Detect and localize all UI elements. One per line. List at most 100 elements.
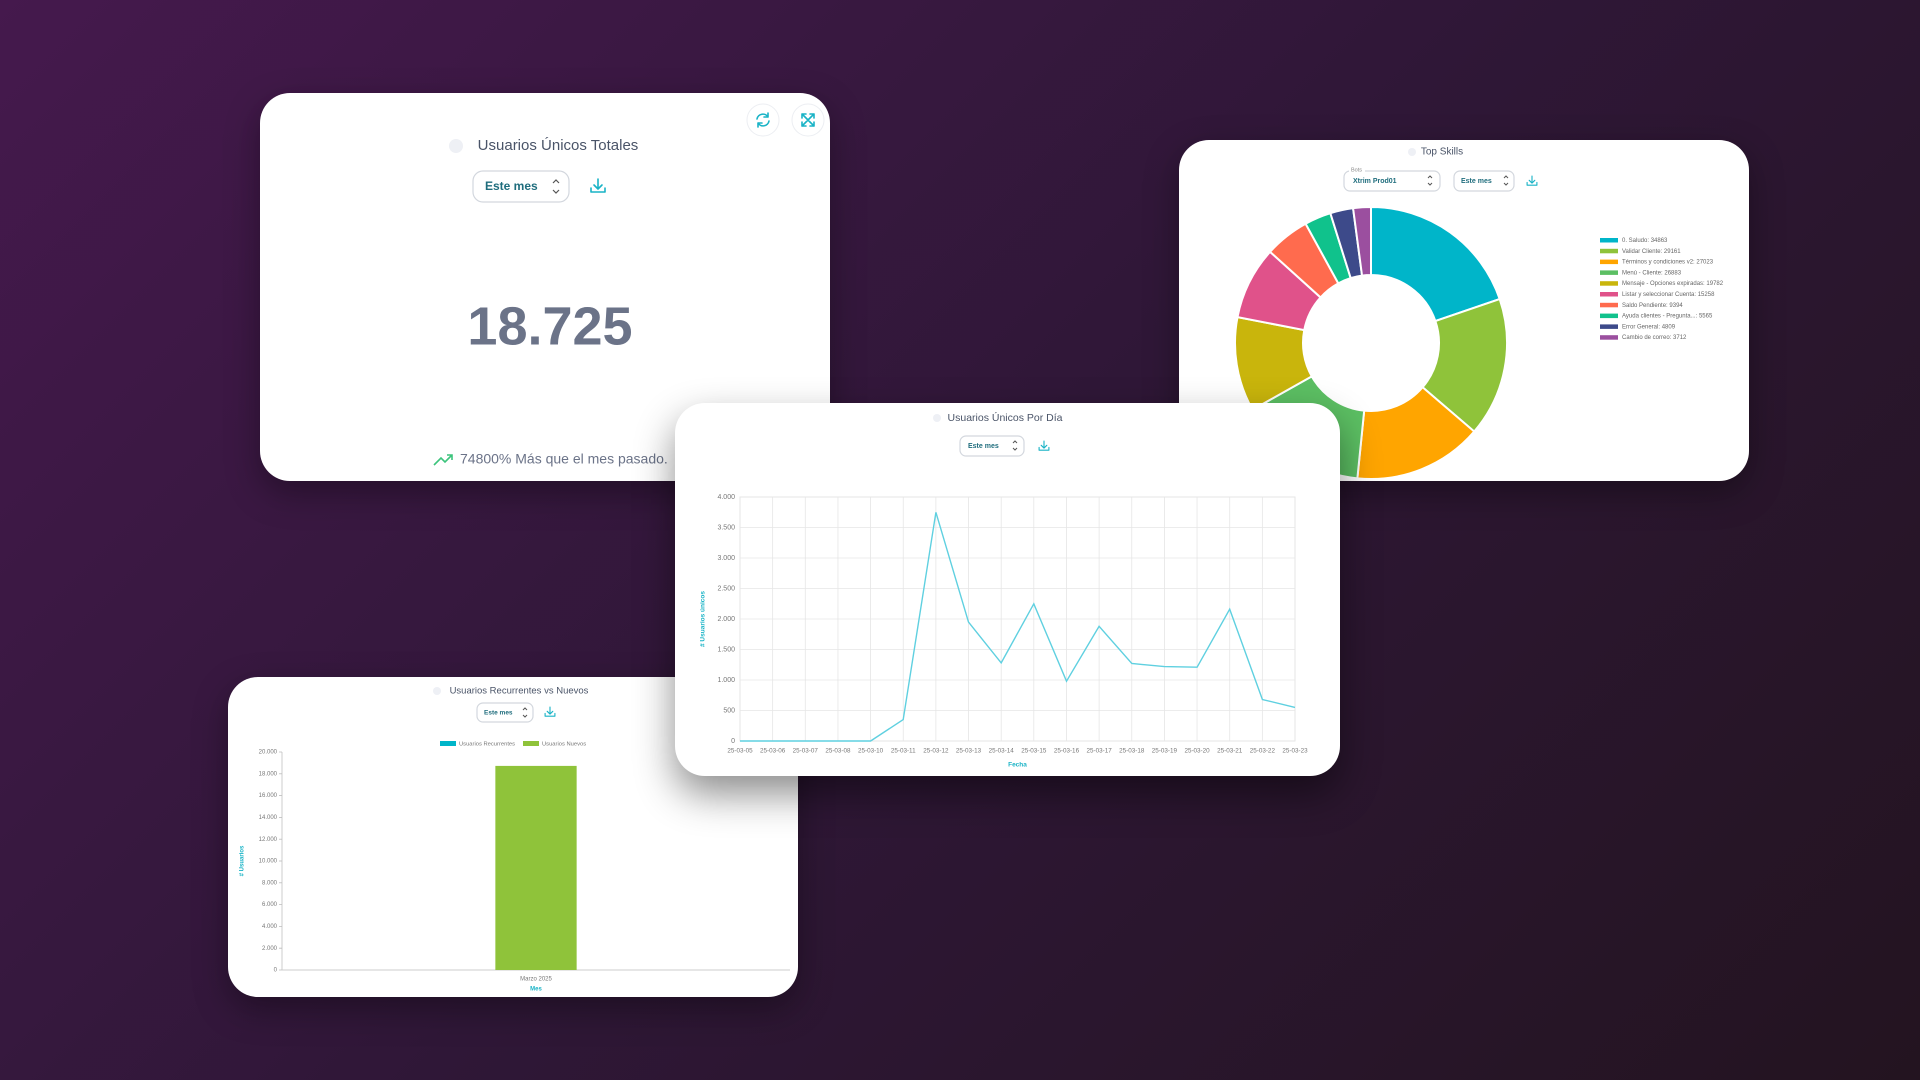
trend-icon (433, 454, 453, 466)
download-button[interactable] (1526, 175, 1538, 186)
dropdown-text: Xtrim Prod01 (1353, 178, 1397, 185)
download-button[interactable] (544, 706, 556, 717)
dropdown-text: Este mes (484, 710, 513, 717)
x-tick-label: 25-03-06 (760, 748, 786, 755)
legend-separator: : (1693, 259, 1696, 265)
comparison-text: 74800% Más que el mes pasado. (460, 451, 668, 467)
x-tick-label: Marzo 2025 (520, 977, 552, 983)
expand-button[interactable] (791, 103, 825, 137)
y-tick-label: 0 (274, 968, 278, 974)
x-tick-label: 25-03-11 (891, 748, 916, 755)
y-tick-label: 1.500 (717, 646, 735, 653)
period-dropdown[interactable]: Este mes (959, 435, 1025, 457)
y-tick-label: 2.000 (717, 616, 735, 623)
y-tick-label: 16.000 (259, 793, 278, 799)
legend-entry: Mensaje - Opciones expiradas: 19782 (1622, 281, 1724, 287)
x-tick-label: 25-03-16 (1054, 748, 1080, 755)
legend-name: Mensaje - Opciones expiradas (1622, 281, 1703, 287)
x-tick-label: 25-03-19 (1152, 748, 1178, 755)
y-tick-label: 12.000 (259, 837, 278, 843)
legend-swatch (1600, 335, 1618, 340)
legend-entry: Ayuda clientes - Pregunta...: 5565 (1622, 313, 1713, 319)
legend-value: 19782 (1706, 281, 1723, 287)
x-tick-label: 25-03-20 (1184, 748, 1210, 755)
legend-swatch (1600, 259, 1618, 265)
legend-separator: : (1658, 324, 1661, 330)
legend-value: 26883 (1664, 270, 1681, 276)
help-icon[interactable] (933, 414, 941, 422)
y-tick-label: 3.000 (717, 555, 735, 562)
y-tick-label: 2.000 (262, 946, 278, 952)
legend-swatch (523, 741, 539, 746)
y-axis-label: # Usuarios únicos (700, 591, 707, 647)
download-button[interactable] (1038, 440, 1050, 451)
legend-name: 0. Saludo (1622, 238, 1648, 244)
y-tick-label: 2.500 (717, 585, 735, 592)
legend-name: Listar y seleccionar Cuenta (1622, 292, 1695, 298)
legend-separator: : (1661, 270, 1664, 276)
legend-value: 5565 (1699, 313, 1713, 319)
dropdown-text: Este mes (968, 443, 999, 450)
x-tick-label: 25-03-12 (923, 748, 949, 755)
legend-swatch (1600, 238, 1618, 243)
help-icon[interactable] (449, 139, 463, 153)
card-title: Top Skills (1421, 147, 1463, 158)
legend-swatch (1600, 324, 1618, 329)
y-tick-label: 3.500 (717, 524, 735, 531)
legend-value: 9394 (1669, 302, 1683, 308)
y-tick-label: 6.000 (262, 902, 278, 908)
dropdown-text: Este mes (485, 179, 538, 193)
y-tick-label: 1.000 (717, 677, 735, 684)
y-tick-label: 0 (731, 738, 735, 745)
y-tick-label: 8.000 (262, 880, 278, 886)
help-icon[interactable] (433, 687, 441, 695)
bot-dropdown[interactable]: Bots Xtrim Prod01 (1343, 167, 1441, 192)
legend-swatch (1600, 313, 1618, 319)
refresh-button[interactable] (746, 103, 780, 137)
card-title: Usuarios Recurrentes vs Nuevos (450, 686, 589, 697)
y-tick-label: 20.000 (259, 750, 278, 756)
line-svg: Usuarios Únicos Por Día Este mes 0 500 1.0… (700, 411, 1308, 769)
legend-entry: Error General: 4809 (1622, 324, 1676, 330)
pie-slice (1370, 205, 1501, 323)
legend-name: Ayuda clientes - Pregunta... (1622, 313, 1696, 319)
bar (495, 765, 577, 970)
y-axis-label: # Usuarios (240, 845, 246, 876)
period-dropdown[interactable]: Este mes (1453, 170, 1515, 192)
period-dropdown[interactable]: Este mes (476, 702, 534, 723)
x-tick-label: 25-03-23 (1282, 748, 1308, 755)
legend-separator: : (1694, 292, 1697, 298)
x-tick-label: 25-03-13 (956, 748, 982, 755)
kpi-value: 18.725 (467, 296, 632, 356)
card-title: Usuarios Únicos Por Día (948, 411, 1063, 424)
legend-entry: Términos y condiciones v2: 27023 (1622, 259, 1714, 265)
period-dropdown[interactable]: Este mes (472, 170, 570, 203)
legend-swatch (1600, 248, 1618, 254)
legend-entry: Validar Cliente: 29161 (1622, 248, 1681, 254)
kpi-card: Usuarios Únicos Totales Este mes 18.725 … (260, 93, 830, 481)
kpi-svg: Usuarios Únicos Totales Este mes 18.725 … (433, 103, 825, 467)
x-tick-label: 25-03-08 (825, 748, 851, 755)
x-axis-label: Mes (530, 987, 542, 993)
y-tick-label: 14.000 (259, 815, 278, 821)
y-tick-label: 18.000 (259, 771, 278, 777)
legend-swatch (1600, 270, 1618, 275)
legend-entry: Menú - Cliente: 26883 (1622, 270, 1682, 276)
legend-entry: 0. Saludo: 34863 (1622, 238, 1668, 244)
dropdown-text: Este mes (1461, 178, 1492, 185)
help-icon[interactable] (1408, 148, 1416, 156)
line-series (740, 512, 1296, 742)
legend-separator: : (1661, 248, 1664, 254)
legend-value: 3712 (1673, 335, 1687, 341)
legend-name: Menú - Cliente (1622, 270, 1662, 276)
bar-card: Usuarios Recurrentes vs Nuevos Este mes … (228, 677, 798, 997)
download-button[interactable] (590, 178, 606, 193)
legend-separator: : (1696, 313, 1699, 319)
legend-swatch (1600, 281, 1618, 286)
legend-name: Error General (1622, 324, 1658, 330)
legend-separator: : (1703, 281, 1706, 287)
y-tick-label: 500 (723, 707, 735, 714)
legend-value: 4809 (1662, 324, 1676, 330)
x-tick-label: 25-03-10 (858, 748, 884, 755)
